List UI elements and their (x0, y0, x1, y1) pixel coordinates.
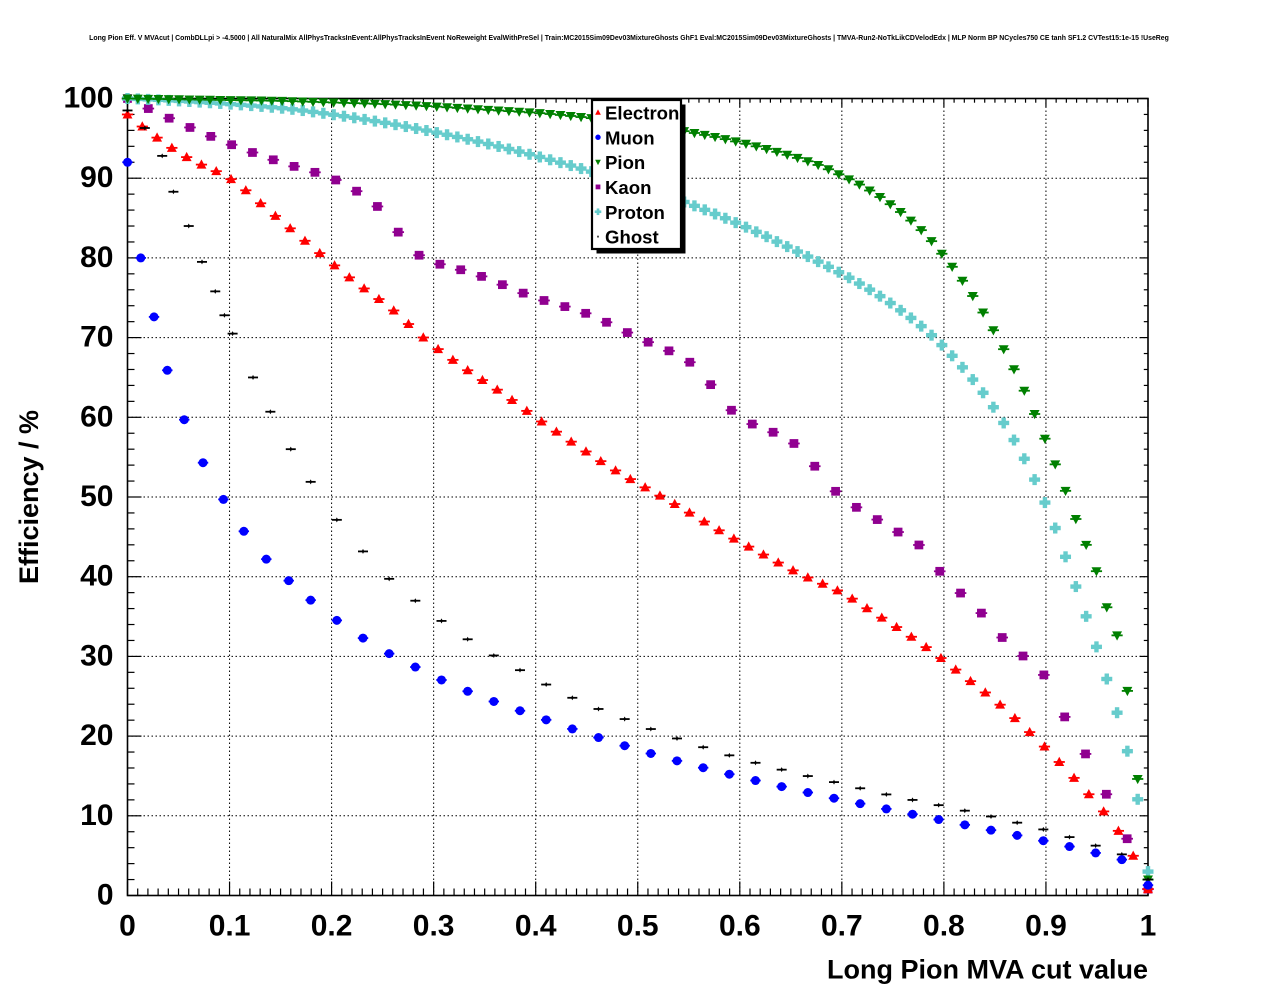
svg-text:Electron: Electron (605, 102, 679, 123)
svg-text:Efficiency / %: Efficiency / % (14, 410, 44, 584)
svg-text:Long Pion Eff. V MVAcut | Comb: Long Pion Eff. V MVAcut | CombDLLpi > -4… (89, 35, 1169, 42)
svg-text:Muon: Muon (605, 127, 655, 148)
svg-text:30: 30 (80, 639, 113, 672)
svg-text:0.6: 0.6 (719, 910, 761, 943)
svg-text:0.7: 0.7 (821, 910, 863, 943)
svg-text:0.5: 0.5 (617, 910, 659, 943)
svg-text:Pion: Pion (605, 152, 645, 173)
svg-text:0: 0 (97, 879, 114, 912)
svg-text:0.3: 0.3 (413, 910, 455, 943)
svg-text:0.9: 0.9 (1025, 910, 1067, 943)
svg-text:100: 100 (63, 82, 113, 115)
svg-text:Long Pion MVA cut value: Long Pion MVA cut value (827, 955, 1148, 985)
svg-text:1: 1 (1140, 910, 1157, 943)
svg-text:Ghost: Ghost (605, 227, 659, 248)
svg-text:0: 0 (119, 910, 136, 943)
svg-text:0.2: 0.2 (311, 910, 353, 943)
svg-text:0.4: 0.4 (515, 910, 557, 943)
svg-text:90: 90 (80, 161, 113, 194)
svg-text:40: 40 (80, 560, 113, 593)
svg-text:10: 10 (80, 799, 113, 832)
svg-text:0.1: 0.1 (209, 910, 251, 943)
svg-text:60: 60 (80, 400, 113, 433)
svg-text:0.8: 0.8 (923, 910, 965, 943)
svg-text:Proton: Proton (605, 202, 665, 223)
svg-text:50: 50 (80, 480, 113, 513)
svg-text:70: 70 (80, 321, 113, 354)
svg-text:20: 20 (80, 719, 113, 752)
svg-text:80: 80 (80, 241, 113, 274)
svg-text:Kaon: Kaon (605, 177, 651, 198)
